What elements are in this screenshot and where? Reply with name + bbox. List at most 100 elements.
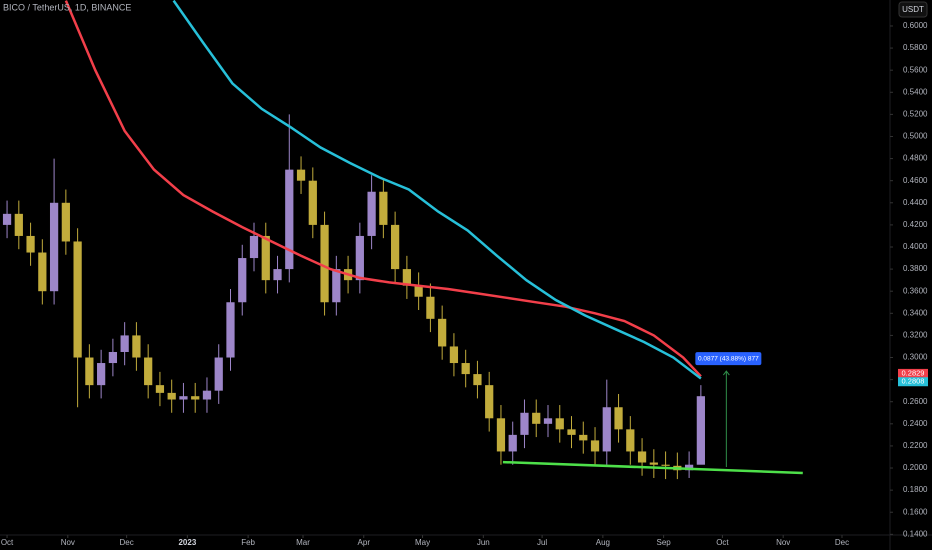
candle-body <box>426 296 435 319</box>
candle-body <box>661 464 670 466</box>
candle-body <box>473 374 482 386</box>
candle-body <box>38 252 47 292</box>
currency-label: USDT <box>902 5 924 14</box>
candle-body <box>379 191 388 225</box>
candle-body <box>567 429 576 435</box>
candle-body <box>696 396 705 465</box>
candle-body <box>508 434 517 452</box>
candle-body <box>602 407 611 452</box>
trendline <box>502 460 803 475</box>
y-tick-label: 0.4800 <box>903 154 928 163</box>
y-tick-label: 0.5200 <box>903 109 928 118</box>
y-tick-label: 0.3800 <box>903 264 928 273</box>
candle-body <box>179 396 188 400</box>
candle-body <box>626 429 635 452</box>
x-tick-label: Oct <box>716 538 729 547</box>
candle-body <box>202 390 212 400</box>
y-tick-label: 0.5000 <box>903 132 928 141</box>
y-tick-label: 0.3000 <box>903 353 928 362</box>
price-label: 0.2829 <box>902 368 925 377</box>
candle-body <box>520 412 529 435</box>
y-tick-label: 0.6000 <box>903 21 928 30</box>
currency-button[interactable] <box>898 1 928 18</box>
y-tick-label: 0.5600 <box>903 65 928 74</box>
x-tick-label: Mar <box>296 538 310 547</box>
x-tick-label: Feb <box>241 538 255 547</box>
x-tick-label: Jun <box>477 538 490 547</box>
plot-area <box>2 0 803 480</box>
candle-body <box>414 285 423 297</box>
price-label-box <box>898 368 928 378</box>
candle-body <box>2 213 12 225</box>
x-tick-label: 2023 <box>178 538 196 547</box>
moving-average <box>172 0 702 380</box>
candle-body <box>367 191 376 236</box>
y-tick-label: 0.2400 <box>903 419 928 428</box>
y-tick-label: 0.4200 <box>903 220 928 229</box>
candle-body <box>496 418 506 452</box>
measure-arrowhead <box>722 370 730 376</box>
candle-body <box>273 269 282 281</box>
candle-body <box>355 235 364 281</box>
candle-body <box>191 396 200 400</box>
candle-body <box>97 363 106 386</box>
x-tick-label: Aug <box>596 538 610 547</box>
candle-body <box>167 392 176 400</box>
x-tick-label: Nov <box>61 538 75 547</box>
candle-body <box>308 180 317 225</box>
x-tick-label: Dec <box>119 538 133 547</box>
x-tick-label: May <box>415 538 430 547</box>
x-tick-label: Sep <box>657 538 672 547</box>
y-tick-label: 0.3600 <box>903 286 928 295</box>
candle-body <box>449 346 459 364</box>
x-tick-label: Dec <box>835 538 849 547</box>
candle-body <box>14 213 23 236</box>
candle-body <box>637 451 647 463</box>
y-tick-label: 0.4600 <box>903 176 928 185</box>
x-tick-label: Jul <box>537 538 547 547</box>
chart-title: BICO / TetherUS, 1D, BINANCE <box>3 2 131 12</box>
candle-body <box>579 434 588 441</box>
candle-body <box>461 363 470 375</box>
y-tick-label: 0.1800 <box>903 485 928 494</box>
candle-body <box>543 418 553 424</box>
candle-body <box>120 335 129 352</box>
candle-body <box>485 385 494 419</box>
y-tick-label: 0.4400 <box>903 198 928 207</box>
candle-body <box>238 258 247 303</box>
candle-body <box>73 241 82 358</box>
candle-body <box>555 418 564 430</box>
candle-body <box>438 318 447 347</box>
overlay: 0.1400 0.1600 0.1800 0.2000 0.2200 0.2400 0.26… <box>1 21 928 547</box>
candle-body <box>26 235 35 253</box>
x-tick-label: Nov <box>776 538 790 547</box>
candle-body <box>261 235 270 281</box>
y-tick-label: 0.2200 <box>903 441 928 450</box>
candle-body <box>214 357 223 391</box>
candle-body <box>296 169 306 181</box>
candle-body <box>320 224 329 303</box>
candle-body <box>108 351 118 364</box>
measure-label: 0.0877 (43.88%) 877 <box>698 355 759 362</box>
candle-body <box>590 440 600 452</box>
candle-body <box>61 202 70 242</box>
candle-body <box>332 269 341 303</box>
candle-body <box>155 385 165 393</box>
x-tick-label: Oct <box>1 538 14 547</box>
y-tick-label: 0.2000 <box>903 463 928 472</box>
candle-body <box>144 357 153 386</box>
y-tick-label: 0.5800 <box>903 43 928 52</box>
y-tick-label: 0.2600 <box>903 397 928 406</box>
y-tick-label: 0.3400 <box>903 308 928 317</box>
candle-body <box>85 357 94 386</box>
candle-body <box>49 202 59 292</box>
x-tick-label: Apr <box>358 538 371 547</box>
candle-body <box>649 462 658 465</box>
price-label-box <box>898 377 928 387</box>
y-tick-label: 0.1400 <box>903 529 928 538</box>
y-tick-label: 0.3200 <box>903 331 928 340</box>
candle-body <box>249 235 259 259</box>
candle-body <box>285 169 294 270</box>
